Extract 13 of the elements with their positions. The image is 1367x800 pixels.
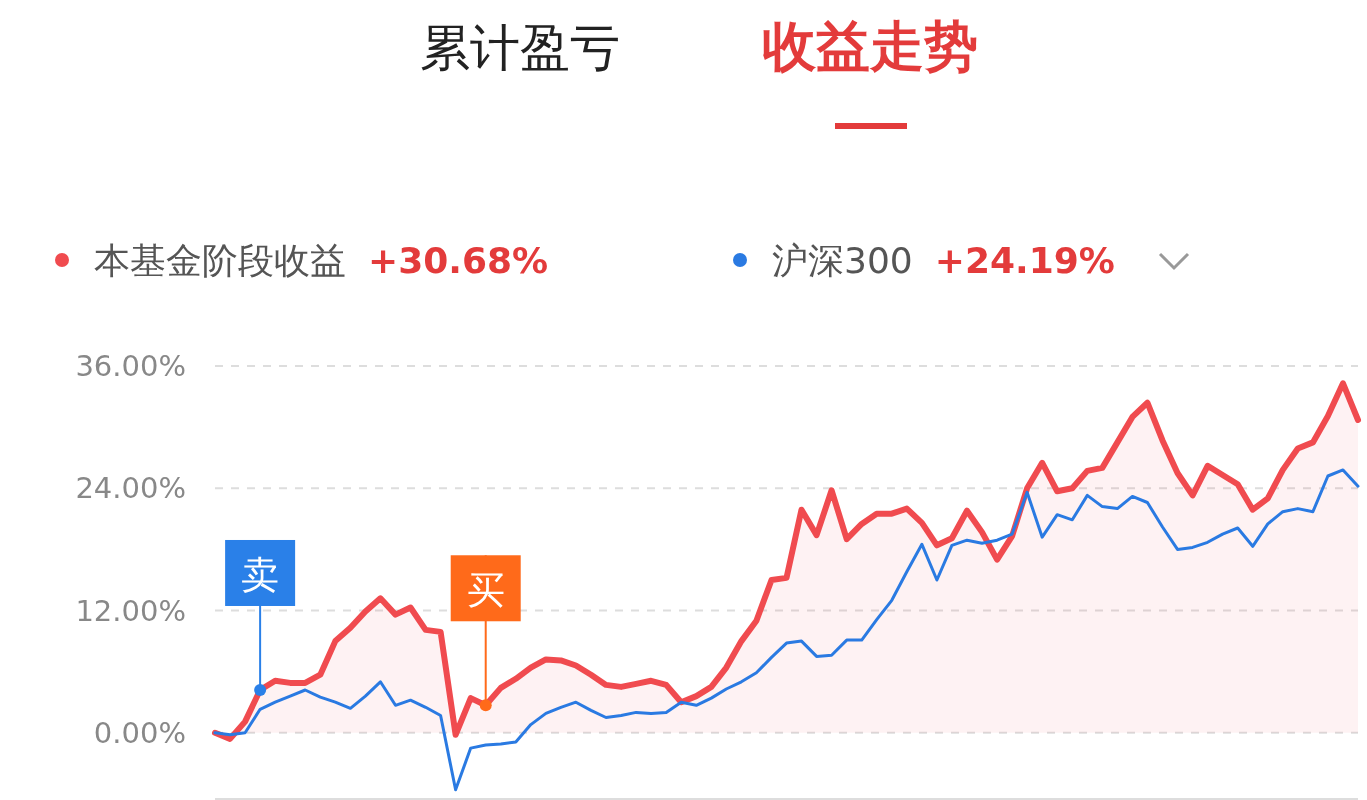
y-tick-label: 36.00%: [75, 349, 186, 383]
chart-subtitle: 累计盈亏: [420, 19, 620, 77]
chart-title: 收益走势: [762, 15, 978, 78]
legend-label: 沪深300: [772, 240, 913, 281]
text: +30.68%: [368, 240, 549, 281]
legend-label: 本基金阶段收益: [94, 240, 346, 281]
y-tick-label: 0.00%: [93, 715, 186, 750]
y-tick-label: 24.00%: [75, 471, 186, 506]
annotation: 买: [466, 568, 505, 613]
annotation: 卖: [241, 552, 280, 597]
text: +24.19%: [934, 240, 1115, 281]
line-series: [213, 468, 1360, 792]
y-tick-label: 12.00%: [75, 593, 186, 628]
